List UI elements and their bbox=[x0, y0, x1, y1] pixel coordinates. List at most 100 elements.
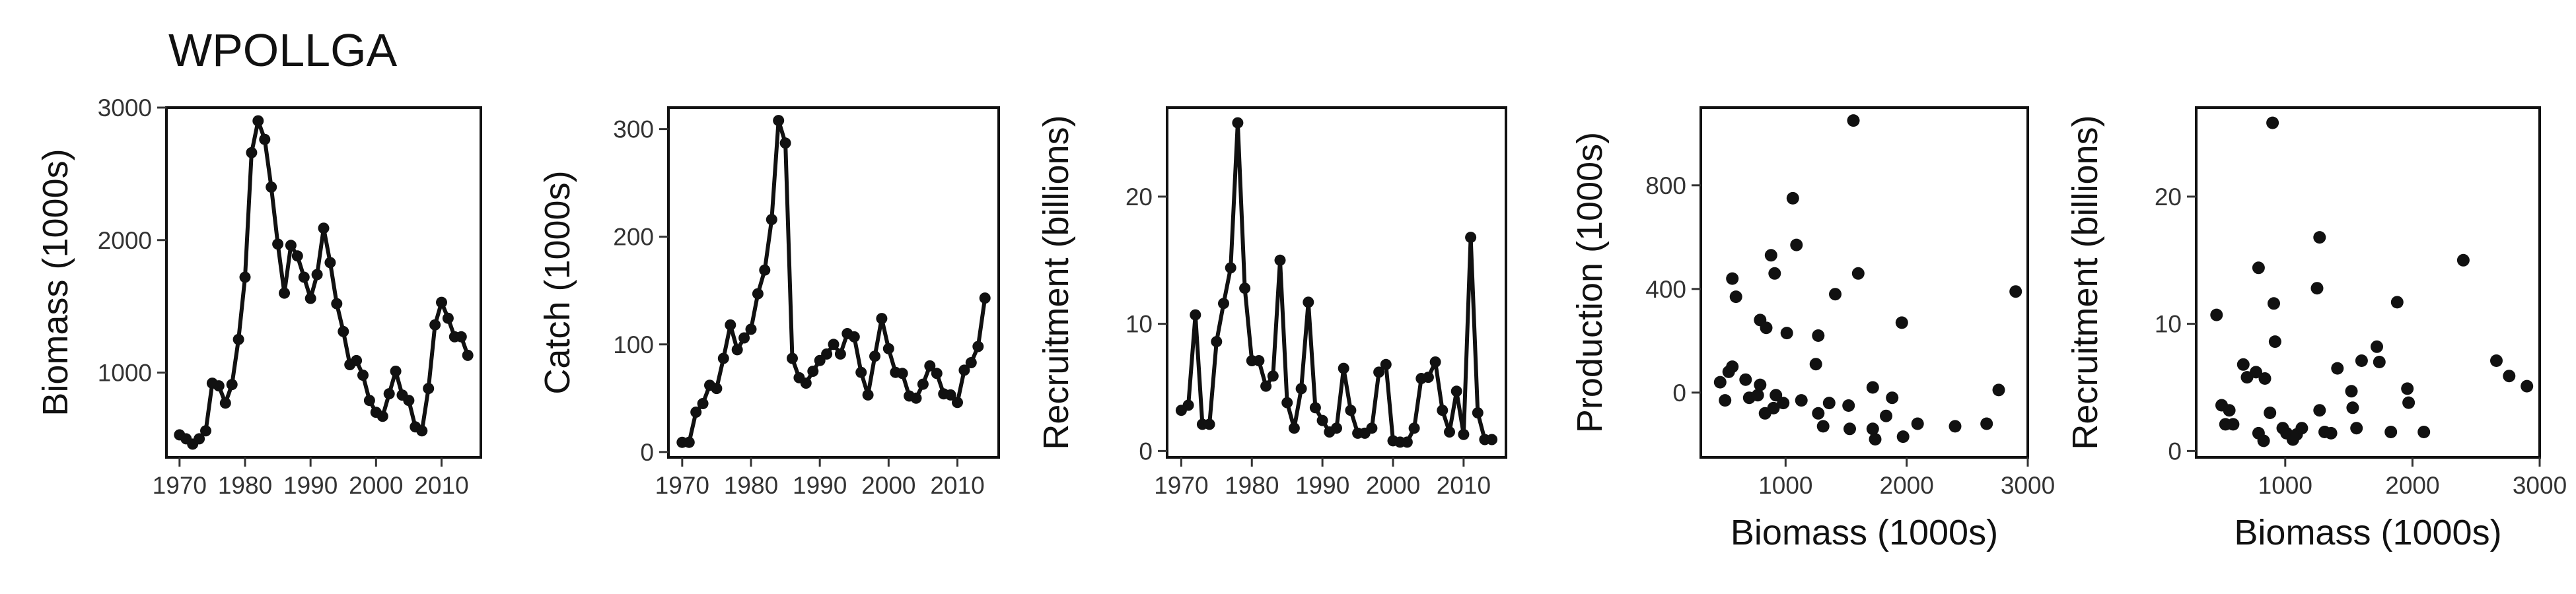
data-point bbox=[958, 364, 970, 376]
data-point bbox=[357, 370, 369, 381]
data-point bbox=[862, 389, 874, 401]
y-tick-label: 800 bbox=[1645, 172, 1686, 199]
data-point bbox=[2490, 354, 2503, 367]
data-point bbox=[226, 379, 238, 391]
data-point bbox=[2324, 426, 2338, 440]
plot-frame bbox=[667, 106, 1000, 459]
data-point bbox=[2257, 434, 2270, 447]
data-point bbox=[298, 271, 310, 283]
data-point bbox=[869, 350, 880, 362]
x-tick-label: 2000 bbox=[2385, 472, 2439, 499]
data-point bbox=[2227, 418, 2240, 431]
y-axis-title: Biomass (1000s) bbox=[36, 148, 75, 416]
data-point bbox=[194, 433, 205, 445]
data-point bbox=[416, 425, 428, 437]
data-point bbox=[1260, 380, 1272, 392]
y-tick-label: 0 bbox=[640, 439, 654, 466]
data-point bbox=[442, 312, 454, 324]
data-point bbox=[1211, 336, 1223, 348]
data-point bbox=[766, 214, 777, 226]
data-point bbox=[403, 395, 415, 407]
data-point bbox=[683, 436, 695, 448]
x-tick-label: 1980 bbox=[724, 472, 778, 499]
data-point bbox=[1225, 262, 1236, 274]
data-point bbox=[931, 368, 943, 380]
data-point bbox=[1869, 433, 1882, 446]
chart-panel-1: 1970 1980 1990 2000 2010 1000 2000 3000 Biomass … bbox=[36, 94, 482, 499]
x-axis-title: Biomass (1000s) bbox=[2234, 513, 2501, 552]
data-point bbox=[1751, 389, 1764, 402]
data-point bbox=[787, 352, 798, 364]
x-tick-label: 1990 bbox=[1295, 472, 1349, 499]
data-point bbox=[1408, 422, 1420, 434]
data-point bbox=[233, 333, 244, 345]
data-point bbox=[1843, 422, 1856, 436]
data-point bbox=[2373, 356, 2386, 368]
data-point bbox=[1895, 316, 1908, 329]
data-point bbox=[2390, 296, 2404, 309]
data-point bbox=[304, 292, 316, 304]
data-point bbox=[1203, 418, 1215, 430]
x-tick-label: 3000 bbox=[2513, 472, 2567, 499]
data-point bbox=[383, 388, 395, 400]
data-point bbox=[752, 288, 764, 300]
data-point bbox=[1366, 422, 1378, 434]
data-point bbox=[876, 313, 888, 325]
figure-title: WPOLLGA bbox=[168, 24, 398, 76]
chart-panel-5: 1000 2000 3000 0 10 20 Recruitment (billions) B… bbox=[2065, 106, 2567, 552]
x-tick-label: 2010 bbox=[414, 472, 468, 499]
data-point bbox=[1767, 401, 1780, 414]
data-point bbox=[2258, 372, 2272, 385]
data-point bbox=[773, 115, 785, 127]
data-point bbox=[1458, 428, 1470, 440]
data-point bbox=[2401, 382, 2414, 395]
data-point bbox=[896, 368, 908, 380]
data-point bbox=[2264, 407, 2277, 419]
data-point bbox=[1444, 426, 1455, 438]
y-axis-title: Production (1000s) bbox=[1570, 132, 1610, 433]
data-point bbox=[1764, 249, 1777, 262]
data-point bbox=[1911, 417, 1924, 430]
data-point bbox=[390, 366, 402, 377]
x-tick-label: 1990 bbox=[793, 472, 847, 499]
data-point bbox=[376, 411, 388, 422]
data-point bbox=[1726, 272, 1739, 285]
data-point bbox=[1980, 417, 1993, 430]
x-tick-label: 2000 bbox=[349, 472, 403, 499]
data-point bbox=[2417, 426, 2431, 438]
data-point bbox=[266, 182, 277, 193]
y-tick-label: 3000 bbox=[98, 94, 152, 121]
data-point bbox=[2252, 261, 2265, 275]
data-point bbox=[1754, 378, 1767, 391]
y-tick-label: 10 bbox=[1126, 311, 1153, 338]
data-point bbox=[1768, 267, 1781, 280]
data-point bbox=[1253, 355, 1265, 366]
panels: 1970 1980 1990 2000 2010100020003000Biomass … bbox=[36, 94, 2567, 552]
data-point bbox=[1472, 407, 1484, 418]
x-tick-label: 1970 bbox=[1154, 472, 1208, 499]
data-point bbox=[1380, 358, 1392, 370]
data-point bbox=[924, 360, 936, 372]
data-point bbox=[834, 348, 846, 360]
x-tick-label: 1970 bbox=[153, 472, 207, 499]
data-point bbox=[945, 389, 956, 401]
data-point bbox=[2313, 404, 2326, 417]
data-point bbox=[1338, 362, 1349, 374]
data-point bbox=[882, 343, 894, 354]
data-point bbox=[2384, 426, 2398, 438]
data-point bbox=[1274, 254, 1286, 266]
data-point bbox=[1239, 282, 1251, 294]
data-point bbox=[2223, 404, 2236, 417]
y-tick-label: 2000 bbox=[98, 227, 152, 254]
plot-frame bbox=[165, 106, 482, 459]
plot-frame bbox=[2195, 106, 2541, 459]
data-point bbox=[1786, 191, 1799, 205]
data-point bbox=[1303, 296, 1314, 308]
data-point bbox=[697, 398, 709, 409]
x-tick-label: 1980 bbox=[218, 472, 272, 499]
data-point bbox=[979, 292, 991, 304]
chart-panel-3: 1970 1980 1990 2000 2010 0 10 20 Recruitment (bi… bbox=[1036, 106, 1507, 499]
data-point bbox=[828, 339, 840, 350]
x-tick-label: 2010 bbox=[930, 472, 984, 499]
data-point bbox=[1780, 327, 1793, 340]
